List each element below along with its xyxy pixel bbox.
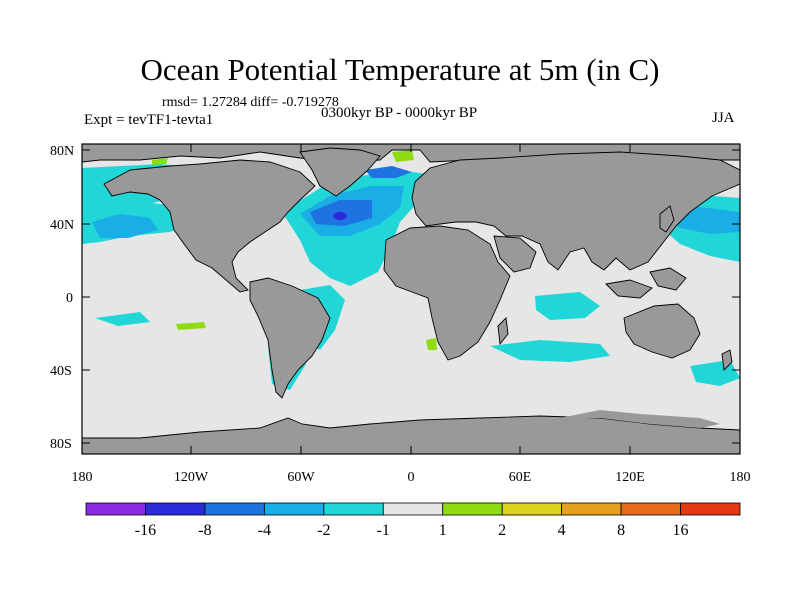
land-south-america bbox=[249, 277, 331, 399]
colorbar-label: 16 bbox=[673, 522, 689, 539]
anomaly-arctic-green bbox=[392, 150, 414, 162]
colorbar-swatch bbox=[145, 502, 206, 516]
colorbar-swatch bbox=[382, 502, 444, 516]
colorbar-label: 8 bbox=[617, 522, 625, 539]
period-label: 0300kyr BP - 0000kyr BP bbox=[321, 105, 478, 121]
x-axis-ticks bbox=[190, 144, 631, 454]
x-tick-label: 180 bbox=[730, 470, 751, 485]
land-antarctica bbox=[82, 415, 740, 454]
y-tick-label: 40S bbox=[50, 364, 72, 379]
y-axis-ticks bbox=[82, 149, 740, 444]
colorbar-swatch bbox=[85, 502, 146, 516]
anomaly-nordic-seas bbox=[365, 166, 412, 178]
colorbar-swatch bbox=[204, 502, 265, 516]
land-new-zealand bbox=[721, 349, 733, 371]
axis-tick-labels: 80N 40N 0 40S 80S 180 120W 60W 0 60E 120… bbox=[50, 144, 751, 485]
land-new-guinea bbox=[649, 267, 687, 291]
land-antarctic-shelf bbox=[560, 410, 720, 428]
colorbar-label: -8 bbox=[198, 522, 211, 539]
colorbar-label: -16 bbox=[135, 522, 156, 539]
colorbar-label: -1 bbox=[377, 522, 390, 539]
colorbar-swatch bbox=[323, 502, 384, 516]
colorbar-swatch bbox=[620, 502, 681, 516]
anomaly-bering-green bbox=[152, 158, 168, 165]
colorbar-label: -2 bbox=[317, 522, 330, 539]
anomaly-pacific-green bbox=[176, 322, 206, 330]
colorbar-label: 1 bbox=[439, 522, 447, 539]
colorbar: -16 -8 -4 -2 -1 1 2 4 8 16 bbox=[85, 502, 741, 539]
y-tick-label: 0 bbox=[66, 291, 73, 306]
land-arabia bbox=[493, 235, 537, 273]
stats-line: rmsd= 1.27284 diff= -0.719278 bbox=[162, 95, 339, 110]
colorbar-swatch bbox=[263, 502, 325, 516]
land-africa bbox=[383, 225, 511, 361]
anomaly-south-indian bbox=[490, 340, 610, 362]
chart-title: Ocean Potential Temperature at 5m (in C) bbox=[140, 52, 660, 87]
x-tick-label: 180 bbox=[72, 470, 93, 485]
colorbar-swatch bbox=[680, 502, 741, 516]
colorbar-swatch bbox=[501, 502, 563, 516]
colorbar-swatch bbox=[561, 502, 622, 516]
anomaly-east-pacific bbox=[95, 312, 150, 326]
land-north-america bbox=[103, 159, 316, 293]
x-tick-label: 120E bbox=[615, 470, 645, 485]
y-tick-label: 80N bbox=[50, 144, 74, 159]
x-tick-label: 120W bbox=[174, 470, 209, 485]
land-madagascar bbox=[497, 317, 509, 346]
colorbar-label: -4 bbox=[258, 522, 271, 539]
map-plot bbox=[82, 144, 740, 454]
land-greenland bbox=[299, 147, 381, 197]
colorbar-label: 4 bbox=[558, 522, 566, 539]
colorbar-label: 2 bbox=[498, 522, 506, 539]
anomaly-core bbox=[333, 212, 347, 220]
experiment-label: Expt = tevTF1-tevta1 bbox=[84, 112, 214, 128]
y-tick-label: 80S bbox=[50, 437, 72, 452]
x-tick-label: 60E bbox=[509, 470, 532, 485]
season-label: JJA bbox=[712, 110, 735, 126]
x-tick-label: 0 bbox=[408, 470, 415, 485]
anomaly-benguela-green bbox=[426, 338, 437, 350]
colorbar-swatch bbox=[442, 502, 503, 516]
land-australia bbox=[623, 303, 701, 359]
x-tick-label: 60W bbox=[287, 470, 315, 485]
land-masses bbox=[82, 144, 740, 454]
land-japan bbox=[659, 205, 675, 233]
anomaly-indian-ocean bbox=[535, 292, 600, 320]
anomaly-north-pacific-blue bbox=[92, 214, 158, 238]
land-indonesia bbox=[605, 279, 653, 299]
y-tick-label: 40N bbox=[50, 218, 74, 233]
land-eurasia bbox=[411, 151, 740, 271]
